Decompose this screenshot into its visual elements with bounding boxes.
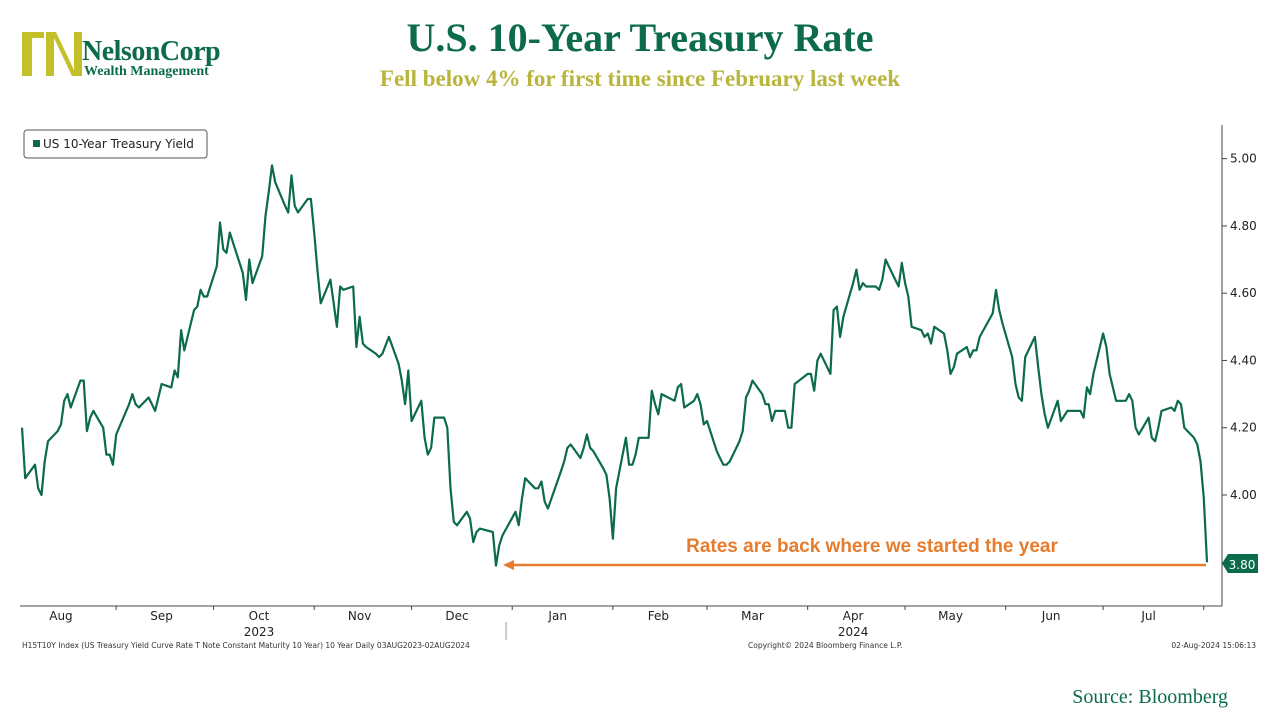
x-tick-label: Jun [1041, 609, 1061, 623]
logo-name: NelsonCorp [82, 36, 221, 67]
x-axis-ticks: Aug Sep Oct Nov Dec Jan Feb Mar Apr May Jun Jul 2023… [49, 606, 1205, 639]
annotation-text: Rates are back where we started the year [686, 536, 1058, 557]
legend-box [23, 129, 208, 159]
y-tick-label: 4.60 [1230, 286, 1257, 300]
x-tick-label: Aug [49, 609, 72, 623]
x-tick-label: Dec [445, 609, 468, 623]
x-tick-label: Jul [1140, 609, 1155, 623]
y-axis-ticks: 5.00 4.80 4.60 4.40 4.20 4.00 [1222, 152, 1257, 502]
y-tick-label: 5.00 [1230, 152, 1257, 166]
last-value-badge [1222, 554, 1258, 573]
last-value-label: 3.80 [1229, 558, 1256, 572]
page-subtitle: Fell below 4% for first time since Febru… [379, 66, 901, 91]
x-tick-label: Jan [547, 609, 567, 623]
y-tick-label: 4.40 [1230, 353, 1257, 367]
x-tick-label: Nov [348, 609, 371, 623]
y-tick-label: 4.00 [1230, 488, 1257, 502]
source-note: Source: Bloomberg [1072, 686, 1228, 708]
x-year-label: 2024 [838, 625, 869, 639]
legend-swatch [33, 140, 40, 147]
annotation-arrowhead [503, 560, 514, 570]
series-group [20, 164, 1209, 567]
logo-n-mark-diagonal [46, 32, 82, 76]
x-tick-label: May [938, 609, 963, 623]
x-year-label: 2023 [244, 625, 275, 639]
y-tick-label: 4.20 [1230, 421, 1257, 435]
x-tick-label: Mar [741, 609, 764, 623]
logo-subtitle: Wealth Management [84, 64, 209, 79]
footer-timestamp: 02-Aug-2024 15:06:13 [1171, 641, 1256, 650]
nelsoncorp-logo [22, 32, 82, 76]
footer-copyright: Copyright© 2024 Bloomberg Finance L.P. [748, 641, 903, 650]
footer-index-description: H15T10Y Index (US Treasury Yield Curve R… [22, 641, 470, 650]
logo-n-mark-left [22, 32, 44, 76]
x-tick-label: Apr [843, 609, 864, 623]
legend-label: US 10-Year Treasury Yield [43, 137, 194, 151]
page-title: U.S. 10-Year Treasury Rate [406, 15, 874, 60]
x-tick-label: Oct [249, 609, 270, 623]
x-tick-label: Feb [648, 609, 669, 623]
x-tick-label: Sep [150, 609, 173, 623]
series-line-us-10y [20, 164, 1209, 567]
y-tick-label: 4.80 [1230, 219, 1257, 233]
